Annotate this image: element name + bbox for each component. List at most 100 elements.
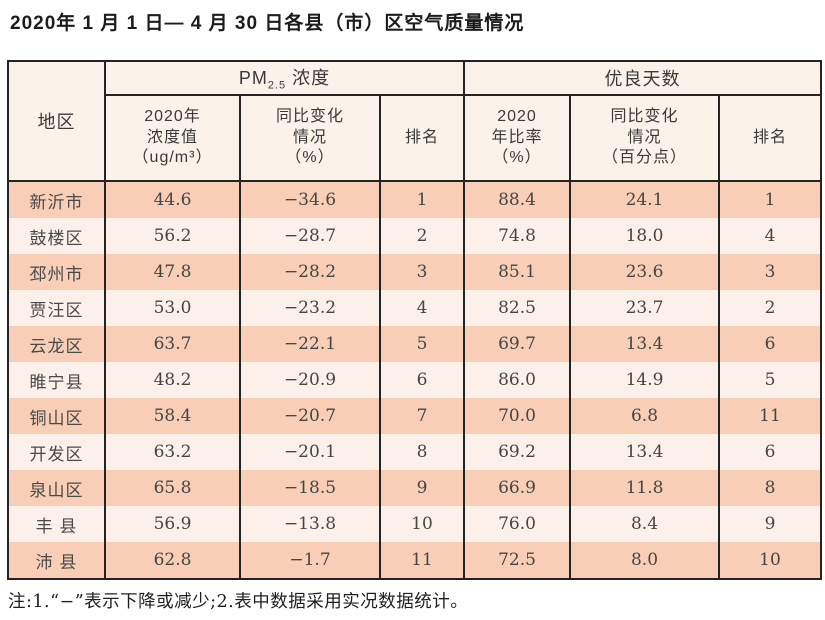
cell-good-change: 18.0 xyxy=(569,218,720,254)
cell-region: 丰 县 xyxy=(7,506,106,542)
cell-region: 鼓楼区 xyxy=(7,218,106,254)
cell-good-rank: 1 xyxy=(718,181,822,218)
header-line: 同比变化 xyxy=(275,107,344,125)
cell-pm-change: −13.8 xyxy=(239,506,381,542)
header-line: 同比变化 xyxy=(610,107,679,125)
header-line: （百分点） xyxy=(601,149,687,167)
table-row: 睢宁县 48.2 −20.9 6 86.0 14.9 5 xyxy=(7,362,822,398)
cell-pm-value: 63.2 xyxy=(104,434,241,470)
header-line: 情况 xyxy=(292,128,327,146)
cell-good-change: 6.8 xyxy=(569,398,720,434)
table-row: 鼓楼区 56.2 −28.7 2 74.8 18.0 4 xyxy=(7,218,822,254)
cell-pm-rank: 6 xyxy=(379,362,465,398)
cell-good-change: 13.4 xyxy=(569,434,720,470)
cell-pm-change: −20.9 xyxy=(239,362,381,398)
group-header-pm25: PM2.5 浓度 xyxy=(104,61,465,96)
cell-good-rank: 6 xyxy=(718,326,822,362)
table-row: 铜山区 58.4 −20.7 7 70.0 6.8 11 xyxy=(7,398,822,434)
cell-pm-rank: 5 xyxy=(379,326,465,362)
air-quality-table: 地区 PM2.5 浓度 优良天数 2020年 浓度值 （ug/m³） 同比变化 … xyxy=(7,60,822,580)
header-line: （%） xyxy=(492,149,542,167)
page-title: 2020年 1 月 1 日— 4 月 30 日各县（市）区空气质量情况 xyxy=(10,13,525,34)
cell-pm-value: 62.8 xyxy=(104,542,241,579)
sub-header-row: 2020年 浓度值 （ug/m³） 同比变化 情况 （%） 排名 2020 年比… xyxy=(8,95,822,182)
cell-pm-value: 47.8 xyxy=(104,254,241,290)
cell-good-ratio: 74.8 xyxy=(463,218,571,254)
cell-pm-value: 65.8 xyxy=(104,470,241,506)
cell-pm-rank: 4 xyxy=(379,290,465,326)
group-header-good-days: 优良天数 xyxy=(463,61,822,96)
cell-pm-value: 63.7 xyxy=(104,326,241,362)
cell-good-change: 8.4 xyxy=(569,506,720,542)
cell-pm-change: −1.7 xyxy=(239,542,381,579)
cell-good-rank: 3 xyxy=(718,254,822,290)
cell-region: 泉山区 xyxy=(7,470,106,506)
column-header-pm-rank: 排名 xyxy=(379,95,465,182)
cell-good-rank: 4 xyxy=(718,218,822,254)
cell-pm-value: 56.9 xyxy=(104,506,241,542)
cell-good-rank: 9 xyxy=(718,506,822,542)
cell-good-ratio: 76.0 xyxy=(463,506,571,542)
cell-pm-change: −23.2 xyxy=(239,290,381,326)
cell-pm-rank: 9 xyxy=(379,470,465,506)
cell-pm-value: 44.6 xyxy=(104,181,241,218)
header-line: 2020 xyxy=(497,107,537,125)
table-header: 地区 PM2.5 浓度 优良天数 2020年 浓度值 （ug/m³） 同比变化 … xyxy=(7,61,822,182)
table-row: 邳州市 47.8 −28.2 3 85.1 23.6 3 xyxy=(7,254,822,290)
header-line: 浓度值 xyxy=(146,128,198,146)
cell-region: 邳州市 xyxy=(7,254,106,290)
cell-pm-rank: 7 xyxy=(379,398,465,434)
header-line: （%） xyxy=(285,149,335,167)
cell-region: 新沂市 xyxy=(7,181,106,218)
header-line: （ug/m³） xyxy=(132,149,213,167)
table-row: 云龙区 63.7 −22.1 5 69.7 13.4 6 xyxy=(7,326,822,362)
cell-good-change: 14.9 xyxy=(569,362,720,398)
table-row: 沛 县 62.8 −1.7 11 72.5 8.0 10 xyxy=(7,542,822,579)
header-line: 情况 xyxy=(627,128,662,146)
cell-good-ratio: 69.7 xyxy=(463,326,571,362)
column-header-pm-value: 2020年 浓度值 （ug/m³） xyxy=(104,95,241,182)
cell-pm-change: −28.7 xyxy=(239,218,381,254)
table-footnote: 注:1.“−”表示下降或减少;2.表中数据采用实况数据统计。 xyxy=(8,592,469,612)
table-row: 丰 县 56.9 −13.8 10 76.0 8.4 9 xyxy=(7,506,822,542)
cell-pm-change: −20.1 xyxy=(239,434,381,470)
cell-good-change: 23.7 xyxy=(569,290,720,326)
cell-good-ratio: 85.1 xyxy=(463,254,571,290)
cell-good-ratio: 86.0 xyxy=(463,362,571,398)
cell-region: 云龙区 xyxy=(7,326,106,362)
cell-region: 沛 县 xyxy=(7,542,106,579)
cell-pm-rank: 3 xyxy=(379,254,465,290)
cell-good-ratio: 70.0 xyxy=(463,398,571,434)
cell-pm-change: −22.1 xyxy=(239,326,381,362)
pm25-label-subscript: 2.5 xyxy=(267,79,287,92)
cell-pm-value: 53.0 xyxy=(104,290,241,326)
cell-good-rank: 8 xyxy=(718,470,822,506)
cell-region: 开发区 xyxy=(7,434,106,470)
cell-pm-change: −20.7 xyxy=(239,398,381,434)
cell-good-rank: 10 xyxy=(718,542,822,579)
cell-pm-rank: 10 xyxy=(379,506,465,542)
cell-good-rank: 5 xyxy=(718,362,822,398)
cell-good-ratio: 72.5 xyxy=(463,542,571,579)
cell-good-change: 13.4 xyxy=(569,326,720,362)
cell-good-ratio: 82.5 xyxy=(463,290,571,326)
column-header-pm-change: 同比变化 情况 （%） xyxy=(239,95,381,182)
cell-good-change: 23.6 xyxy=(569,254,720,290)
column-header-region: 地区 xyxy=(7,61,106,182)
header-line: 2020年 xyxy=(144,107,201,125)
table-row: 泉山区 65.8 −18.5 9 66.9 11.8 8 xyxy=(7,470,822,506)
table-body: 新沂市 44.6 −34.6 1 88.4 24.1 1 鼓楼区 56.2 −28.7 2 74.8 1… xyxy=(7,181,822,579)
column-header-good-ratio: 2020 年比率 （%） xyxy=(463,95,571,182)
cell-region: 铜山区 xyxy=(7,398,106,434)
cell-good-ratio: 66.9 xyxy=(463,470,571,506)
cell-pm-rank: 11 xyxy=(379,542,465,579)
cell-pm-value: 48.2 xyxy=(104,362,241,398)
table-row: 新沂市 44.6 −34.6 1 88.4 24.1 1 xyxy=(7,181,822,218)
column-header-good-change: 同比变化 情况 （百分点） xyxy=(569,95,720,182)
cell-good-ratio: 69.2 xyxy=(463,434,571,470)
pm25-label-prefix: PM xyxy=(238,68,268,89)
cell-pm-rank: 1 xyxy=(379,181,465,218)
cell-pm-change: −18.5 xyxy=(239,470,381,506)
pm25-label-suffix: 浓度 xyxy=(286,68,331,89)
cell-pm-rank: 2 xyxy=(379,218,465,254)
